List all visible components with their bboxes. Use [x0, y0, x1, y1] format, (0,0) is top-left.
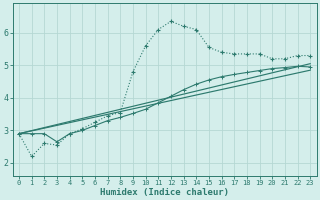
X-axis label: Humidex (Indice chaleur): Humidex (Indice chaleur): [100, 188, 229, 197]
